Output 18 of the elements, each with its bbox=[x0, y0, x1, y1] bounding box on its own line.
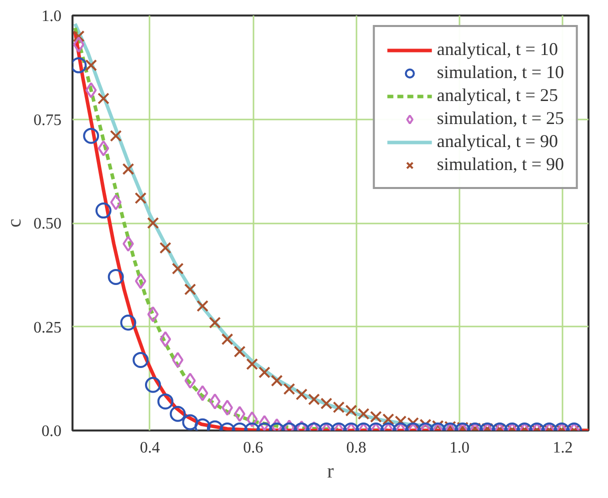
legend-label: analytical, t = 90 bbox=[436, 131, 558, 152]
x-tick-label: 0.6 bbox=[243, 440, 264, 456]
legend-label: simulation, t = 10 bbox=[436, 62, 564, 83]
x-tick-label: 1.2 bbox=[552, 440, 573, 456]
x-tick-label: 0.8 bbox=[346, 440, 366, 456]
y-axis-title: c bbox=[4, 218, 26, 228]
y-tick-label: 0.75 bbox=[34, 112, 62, 129]
y-tick-label: 1.0 bbox=[42, 8, 62, 25]
legend-label: analytical, t = 25 bbox=[436, 85, 558, 106]
y-tick-label: 0.0 bbox=[42, 423, 62, 440]
x-tick-label: 0.4 bbox=[140, 440, 160, 456]
legend-label: simulation, t = 90 bbox=[436, 154, 564, 175]
legend-label: simulation, t = 25 bbox=[436, 108, 564, 129]
legend-label: analytical, t = 10 bbox=[436, 39, 558, 60]
y-tick-label: 0.25 bbox=[34, 319, 62, 336]
x-tick-label: 1.0 bbox=[450, 440, 470, 456]
x-axis-title: r bbox=[327, 460, 334, 482]
y-tick-label: 0.50 bbox=[34, 216, 62, 232]
